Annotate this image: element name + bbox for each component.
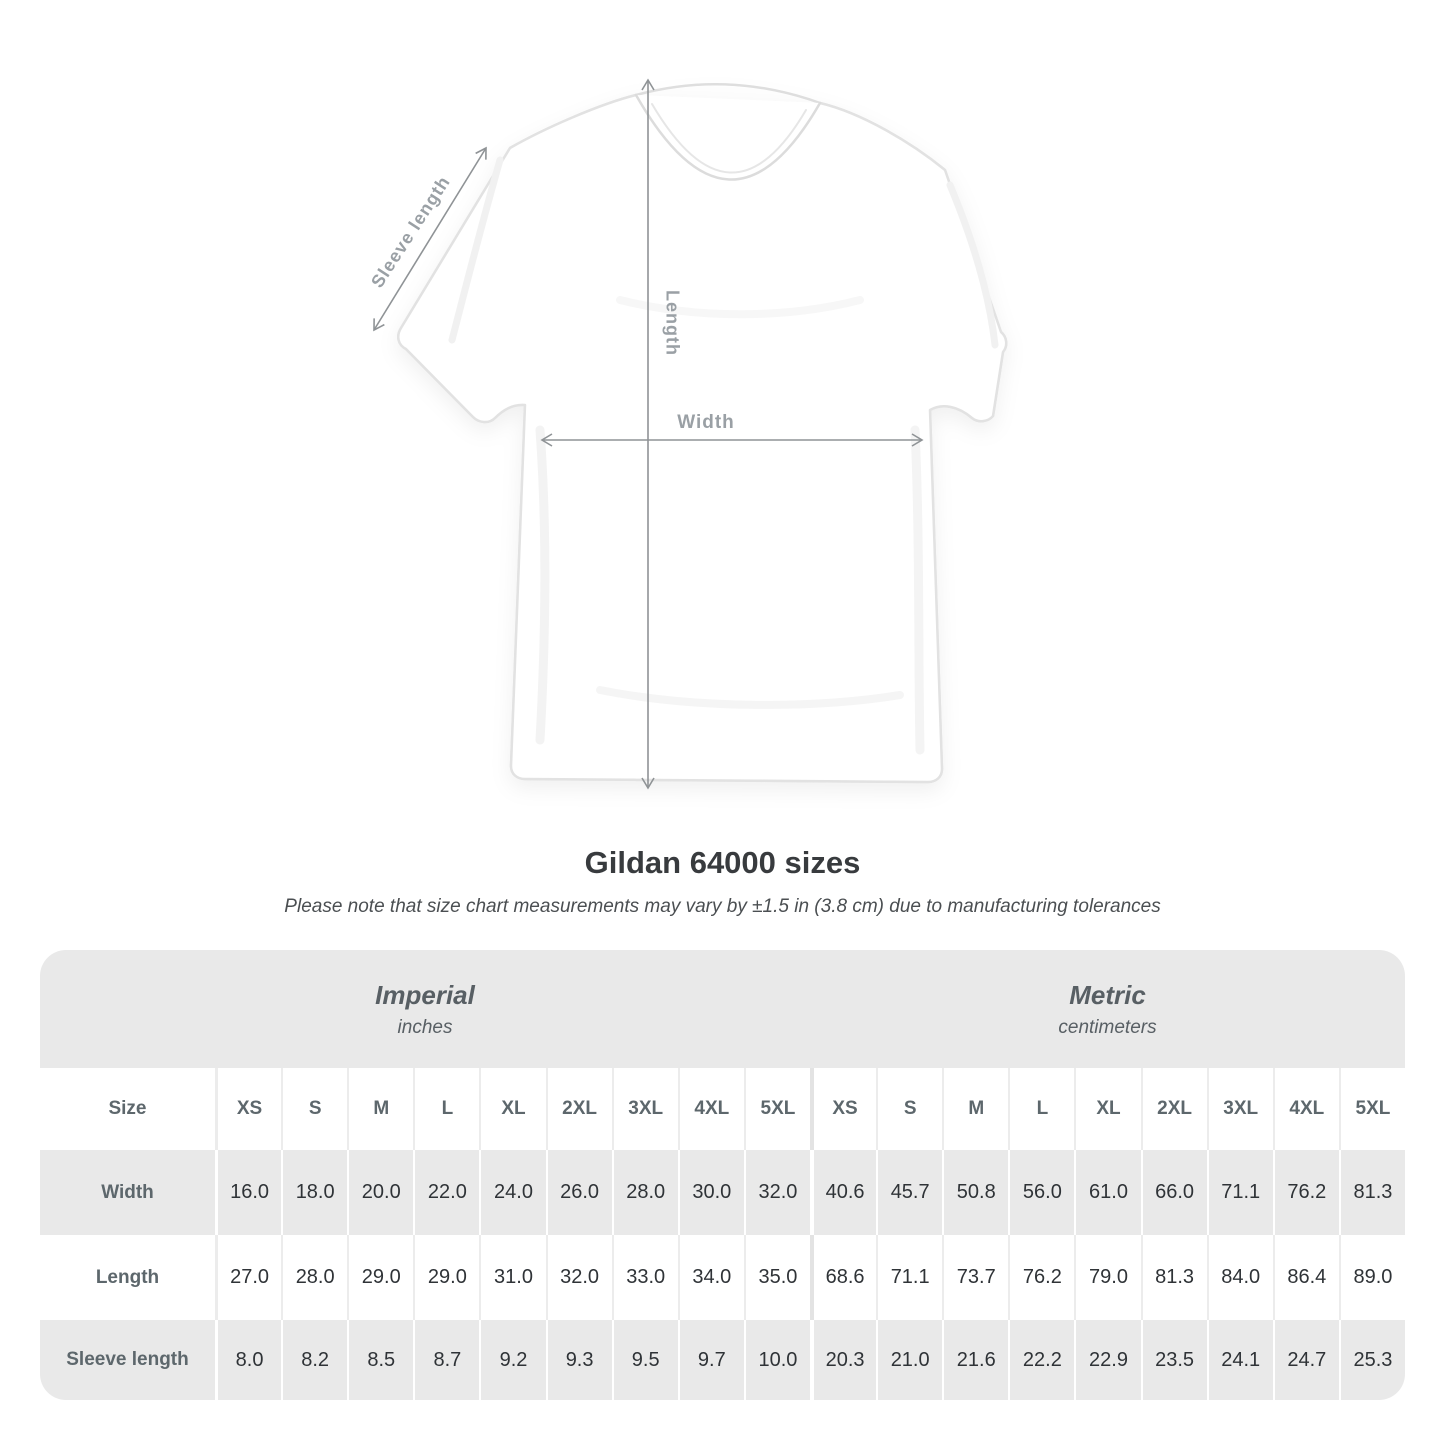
value-cell: 18.0 bbox=[281, 1150, 348, 1235]
value-cell: 9.5 bbox=[611, 1320, 678, 1400]
value-cell: 29.0 bbox=[347, 1235, 414, 1320]
size-col-header: 4XL bbox=[1272, 1068, 1339, 1150]
collar bbox=[634, 82, 822, 181]
value-cell: 22.2 bbox=[1008, 1320, 1075, 1400]
value-cell: 31.0 bbox=[479, 1235, 546, 1320]
value-cell: 23.5 bbox=[1140, 1320, 1207, 1400]
value-cell: 79.0 bbox=[1074, 1235, 1141, 1320]
value-cell: 20.3 bbox=[810, 1320, 877, 1400]
value-cell: 84.0 bbox=[1206, 1235, 1273, 1320]
length-label: Length bbox=[662, 290, 683, 356]
value-cell: 28.0 bbox=[611, 1150, 678, 1235]
length-row: Length 27.0 28.0 29.0 29.0 31.0 32.0 33.… bbox=[40, 1235, 1405, 1320]
value-cell: 24.7 bbox=[1272, 1320, 1339, 1400]
row-label-length: Length bbox=[40, 1235, 215, 1320]
value-cell: 34.0 bbox=[677, 1235, 744, 1320]
value-cell: 8.7 bbox=[413, 1320, 480, 1400]
width-row: Width 16.0 18.0 20.0 22.0 24.0 26.0 28.0… bbox=[40, 1150, 1405, 1235]
size-header: Size bbox=[40, 1068, 215, 1150]
size-col-header: XS bbox=[810, 1068, 877, 1150]
value-cell: 61.0 bbox=[1074, 1150, 1141, 1235]
value-cell: 28.0 bbox=[281, 1235, 348, 1320]
value-cell: 86.4 bbox=[1272, 1235, 1339, 1320]
metric-header: Metric centimeters bbox=[810, 950, 1405, 1068]
size-col-header: XL bbox=[1074, 1068, 1141, 1150]
value-cell: 66.0 bbox=[1140, 1150, 1207, 1235]
page-title: Gildan 64000 sizes bbox=[584, 845, 861, 880]
size-col-header: 2XL bbox=[545, 1068, 612, 1150]
width-label: Width bbox=[677, 412, 735, 433]
size-col-header: XL bbox=[479, 1068, 546, 1150]
value-cell: 22.0 bbox=[413, 1150, 480, 1235]
value-cell: 89.0 bbox=[1338, 1235, 1405, 1320]
value-cell: 9.2 bbox=[479, 1320, 546, 1400]
value-cell: 8.5 bbox=[347, 1320, 414, 1400]
value-cell: 25.3 bbox=[1338, 1320, 1405, 1400]
value-cell: 30.0 bbox=[677, 1150, 744, 1235]
value-cell: 81.3 bbox=[1140, 1235, 1207, 1320]
value-cell: 9.3 bbox=[545, 1320, 612, 1400]
tolerance-note: Please note that size chart measurements… bbox=[284, 896, 1161, 917]
value-cell: 40.6 bbox=[810, 1150, 877, 1235]
sleeve-length-arrow bbox=[373, 146, 487, 332]
value-cell: 76.2 bbox=[1272, 1150, 1339, 1235]
value-cell: 8.2 bbox=[281, 1320, 348, 1400]
value-cell: 21.0 bbox=[876, 1320, 943, 1400]
tshirt-diagram: Sleeve length Length Width bbox=[367, 78, 1008, 790]
value-cell: 21.6 bbox=[942, 1320, 1009, 1400]
size-header-row: Size XS S M L XL 2XL 3XL 4XL 5XL XS S M … bbox=[40, 1068, 1405, 1150]
value-cell: 35.0 bbox=[743, 1235, 810, 1320]
measurement-arrows bbox=[373, 78, 924, 790]
value-cell: 16.0 bbox=[215, 1150, 282, 1235]
metric-title: Metric bbox=[1069, 979, 1146, 1010]
value-cell: 10.0 bbox=[743, 1320, 810, 1400]
value-cell: 76.2 bbox=[1008, 1235, 1075, 1320]
value-cell: 71.1 bbox=[1206, 1150, 1273, 1235]
value-cell: 26.0 bbox=[545, 1150, 612, 1235]
size-col-header: 2XL bbox=[1140, 1068, 1207, 1150]
value-cell: 32.0 bbox=[545, 1235, 612, 1320]
imperial-header: Imperial inches bbox=[40, 950, 810, 1068]
value-cell: 33.0 bbox=[611, 1235, 678, 1320]
value-cell: 68.6 bbox=[810, 1235, 877, 1320]
size-col-header: M bbox=[942, 1068, 1009, 1150]
size-col-header: S bbox=[876, 1068, 943, 1150]
size-col-header: 3XL bbox=[611, 1068, 678, 1150]
size-col-header: 5XL bbox=[1338, 1068, 1405, 1150]
value-cell: 24.0 bbox=[479, 1150, 546, 1235]
value-cell: 81.3 bbox=[1338, 1150, 1405, 1235]
metric-subtitle: centimeters bbox=[1058, 1016, 1157, 1038]
size-col-header: L bbox=[413, 1068, 480, 1150]
size-col-header: L bbox=[1008, 1068, 1075, 1150]
imperial-title: Imperial bbox=[375, 979, 475, 1010]
value-cell: 32.0 bbox=[743, 1150, 810, 1235]
value-cell: 20.0 bbox=[347, 1150, 414, 1235]
value-cell: 27.0 bbox=[215, 1235, 282, 1320]
value-cell: 56.0 bbox=[1008, 1150, 1075, 1235]
tshirt-image bbox=[373, 78, 1008, 790]
imperial-subtitle: inches bbox=[397, 1016, 453, 1038]
value-cell: 73.7 bbox=[942, 1235, 1009, 1320]
value-cell: 71.1 bbox=[876, 1235, 943, 1320]
value-cell: 50.8 bbox=[942, 1150, 1009, 1235]
value-cell: 24.1 bbox=[1206, 1320, 1273, 1400]
value-cell: 9.7 bbox=[677, 1320, 744, 1400]
size-col-header: M bbox=[347, 1068, 414, 1150]
value-cell: 8.0 bbox=[215, 1320, 282, 1400]
value-cell: 29.0 bbox=[413, 1235, 480, 1320]
size-col-header: 5XL bbox=[743, 1068, 810, 1150]
row-label-sleeve: Sleeve length bbox=[40, 1320, 215, 1400]
sleeve-length-row: Sleeve length 8.0 8.2 8.5 8.7 9.2 9.3 9.… bbox=[40, 1320, 1405, 1400]
value-cell: 45.7 bbox=[876, 1150, 943, 1235]
size-col-header: XS bbox=[215, 1068, 282, 1150]
size-col-header: S bbox=[281, 1068, 348, 1150]
size-col-header: 4XL bbox=[677, 1068, 744, 1150]
unit-header-band: Imperial inches Metric centimeters bbox=[40, 950, 1405, 1068]
tshirt-body bbox=[397, 82, 1008, 784]
size-table: Imperial inches Metric centimeters Size … bbox=[40, 950, 1405, 1400]
value-cell: 22.9 bbox=[1074, 1320, 1141, 1400]
row-label-width: Width bbox=[40, 1150, 215, 1235]
size-col-header: 3XL bbox=[1206, 1068, 1273, 1150]
